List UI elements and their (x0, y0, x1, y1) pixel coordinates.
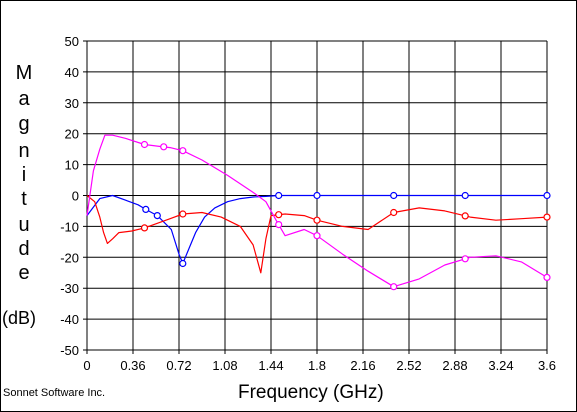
y-tick-label: 40 (65, 65, 79, 80)
series-3-marker (461, 255, 469, 263)
x-tick-label: 2.52 (396, 358, 421, 373)
x-axis-label: Frequency (GHz) (238, 382, 384, 403)
series-2-marker (543, 213, 551, 221)
y-tick-label: 0 (72, 189, 79, 204)
series-1-marker (275, 191, 283, 200)
series-1-marker (179, 259, 187, 268)
x-tick-label: 2.88 (442, 358, 467, 373)
y-axis-unit: (dB) (2, 308, 37, 328)
series-2-marker (179, 210, 187, 218)
y-axis-label-letter: a (18, 88, 30, 110)
y-axis-label-letter: i (21, 164, 27, 186)
y-tick-label: 10 (65, 158, 79, 173)
series-3-marker (160, 143, 168, 151)
y-axis-label-letter: M (15, 62, 33, 84)
footer-credit: Sonnet Software Inc. (3, 387, 106, 399)
series-1-marker (313, 191, 321, 200)
y-tick-label: -40 (60, 312, 79, 327)
series-3-marker (543, 273, 551, 281)
y-axis-label-letter: n (18, 140, 30, 162)
series-3-marker (275, 221, 283, 229)
x-tick-label: 3.24 (488, 358, 513, 373)
y-tick-label: -20 (60, 250, 79, 265)
x-tick-label: 1.44 (258, 358, 283, 373)
series-3-marker (390, 283, 398, 291)
series-line-2 (86, 195, 548, 274)
x-tick-label: 1.08 (212, 358, 237, 373)
y-axis-label-letter: u (18, 214, 30, 236)
x-tick-label: 0.72 (166, 358, 191, 373)
x-tick-label: 0 (83, 358, 90, 373)
y-tick-label: -10 (60, 219, 79, 234)
series-2-marker (313, 216, 321, 224)
series-line-3 (86, 134, 548, 288)
series-1-marker (543, 191, 551, 200)
series-2-marker (140, 224, 149, 232)
series-3-marker (179, 147, 187, 155)
series-3-marker (313, 232, 321, 240)
x-tick-label: 2.16 (350, 358, 375, 373)
series-2-marker (390, 208, 398, 217)
y-axis-label-letter: g (18, 113, 30, 135)
x-tick-label: 3.6 (538, 358, 556, 373)
y-tick-label: -50 (60, 343, 79, 358)
series-1-marker (142, 205, 150, 213)
series-3-marker (140, 140, 149, 149)
y-tick-label: -30 (60, 281, 79, 296)
x-tick-label: 1.8 (308, 358, 326, 373)
y-tick-label: 20 (65, 127, 79, 142)
y-axis-label-letter: e (18, 262, 30, 284)
y-axis-label-letter: t (21, 188, 27, 210)
series-2-marker (461, 212, 469, 220)
series-2-marker (275, 211, 283, 219)
series-1-marker (153, 212, 161, 220)
series-line-1 (86, 194, 547, 265)
series-1-marker (461, 191, 469, 200)
y-tick-label: 50 (65, 34, 79, 49)
x-tick-label: 0.36 (120, 358, 145, 373)
series-1-marker (390, 191, 398, 200)
y-axis-label-letter: d (18, 238, 30, 260)
y-tick-label: 30 (65, 96, 79, 111)
